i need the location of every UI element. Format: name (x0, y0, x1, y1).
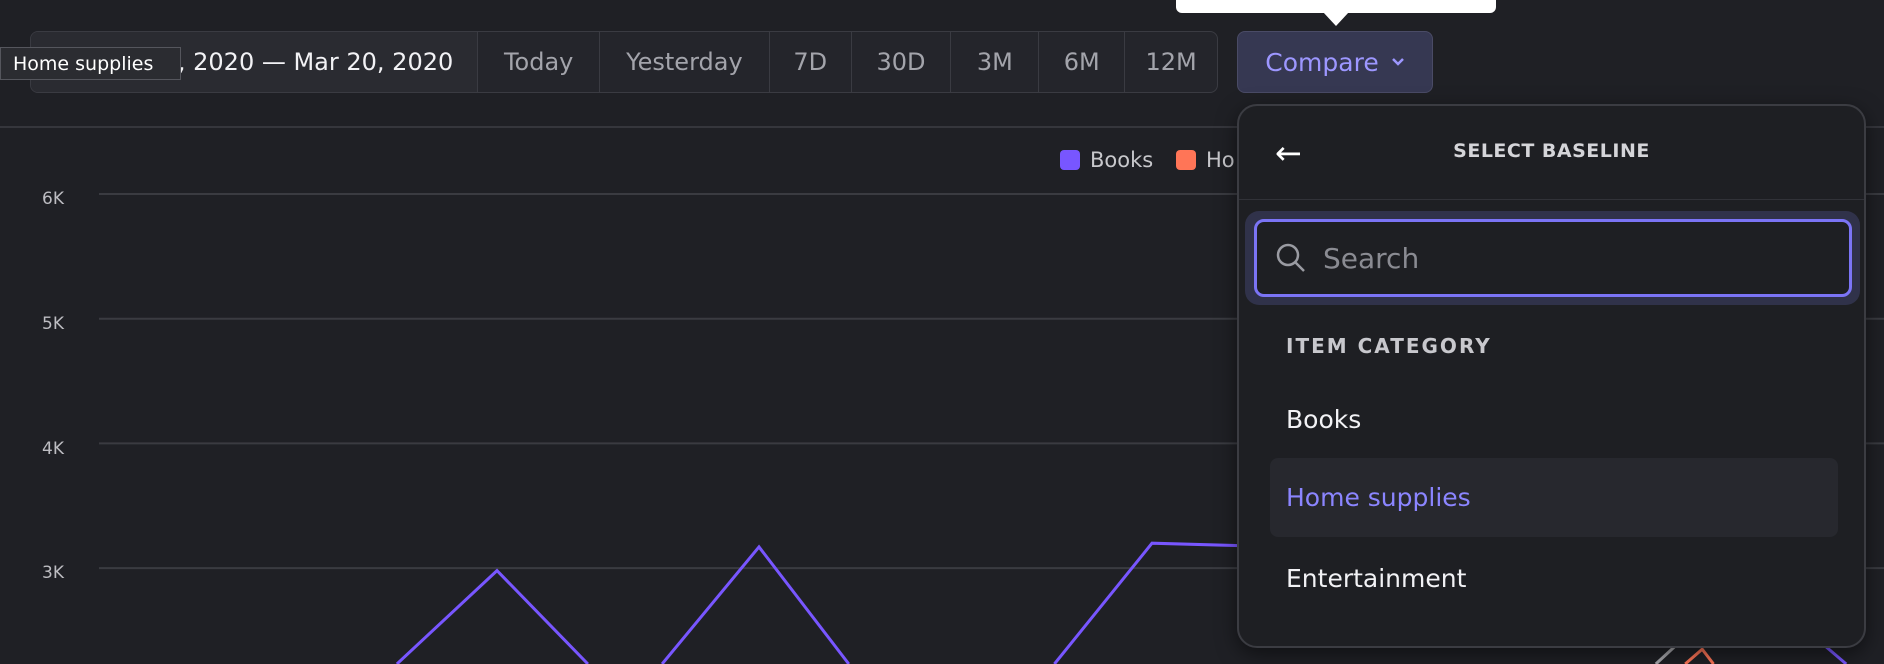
option-entertainment[interactable]: Entertainment (1286, 564, 1467, 593)
back-arrow-icon[interactable]: ← (1275, 134, 1302, 172)
search-input[interactable] (1323, 241, 1823, 275)
y-tick-6k: 6K (42, 189, 64, 209)
divider (0, 126, 1884, 128)
compare-label: Compare (1265, 47, 1379, 77)
legend-swatch-books (1060, 150, 1080, 170)
preset-3m[interactable]: 3M (950, 32, 1038, 92)
preset-yesterday[interactable]: Yesterday (599, 32, 769, 92)
y-tick-5k: 5K (42, 314, 64, 334)
preset-6m[interactable]: 6M (1038, 32, 1124, 92)
legend-books[interactable]: Books (1060, 148, 1153, 172)
tooltip: Home supplies (0, 47, 181, 80)
option-home-supplies[interactable]: Home supplies (1270, 458, 1838, 537)
dropdown-header: ← SELECT BASELINE (1239, 106, 1864, 200)
date-range-toolbar: , 2020 — Mar 20, 2020 Today Yesterday 7D… (30, 31, 1218, 93)
preset-12m[interactable]: 12M (1124, 32, 1217, 92)
series-line-other (1654, 644, 1678, 664)
preset-today[interactable]: Today (477, 32, 599, 92)
y-tick-4k: 4K (42, 439, 64, 459)
option-books[interactable]: Books (1286, 405, 1362, 434)
popover-arrow (1323, 12, 1349, 26)
series-line-books (660, 544, 850, 664)
chevron-down-icon (1391, 58, 1404, 66)
legend-home-supplies[interactable]: Ho (1176, 148, 1235, 172)
legend-label: Ho (1206, 148, 1235, 172)
select-baseline-dropdown: ← SELECT BASELINE ITEM CATEGORY Books Ho… (1237, 104, 1866, 648)
y-tick-3k: 3K (42, 563, 64, 583)
search-field[interactable] (1254, 219, 1852, 297)
series-line-ho (1684, 647, 1715, 664)
date-range-picker[interactable]: , 2020 — Mar 20, 2020 (31, 32, 478, 92)
legend-swatch-home-supplies (1176, 150, 1196, 170)
date-range-label: , 2020 — Mar 20, 2020 (177, 48, 454, 76)
legend-label: Books (1090, 148, 1154, 172)
section-label: ITEM CATEGORY (1286, 334, 1492, 358)
search-icon (1276, 243, 1305, 272)
compare-button[interactable]: Compare (1237, 31, 1433, 93)
popover-top (1176, 0, 1496, 13)
preset-7d[interactable]: 7D (768, 32, 851, 92)
preset-30d[interactable]: 30D (850, 32, 951, 92)
dropdown-title: SELECT BASELINE (1453, 140, 1650, 162)
series-line-books (395, 568, 589, 664)
